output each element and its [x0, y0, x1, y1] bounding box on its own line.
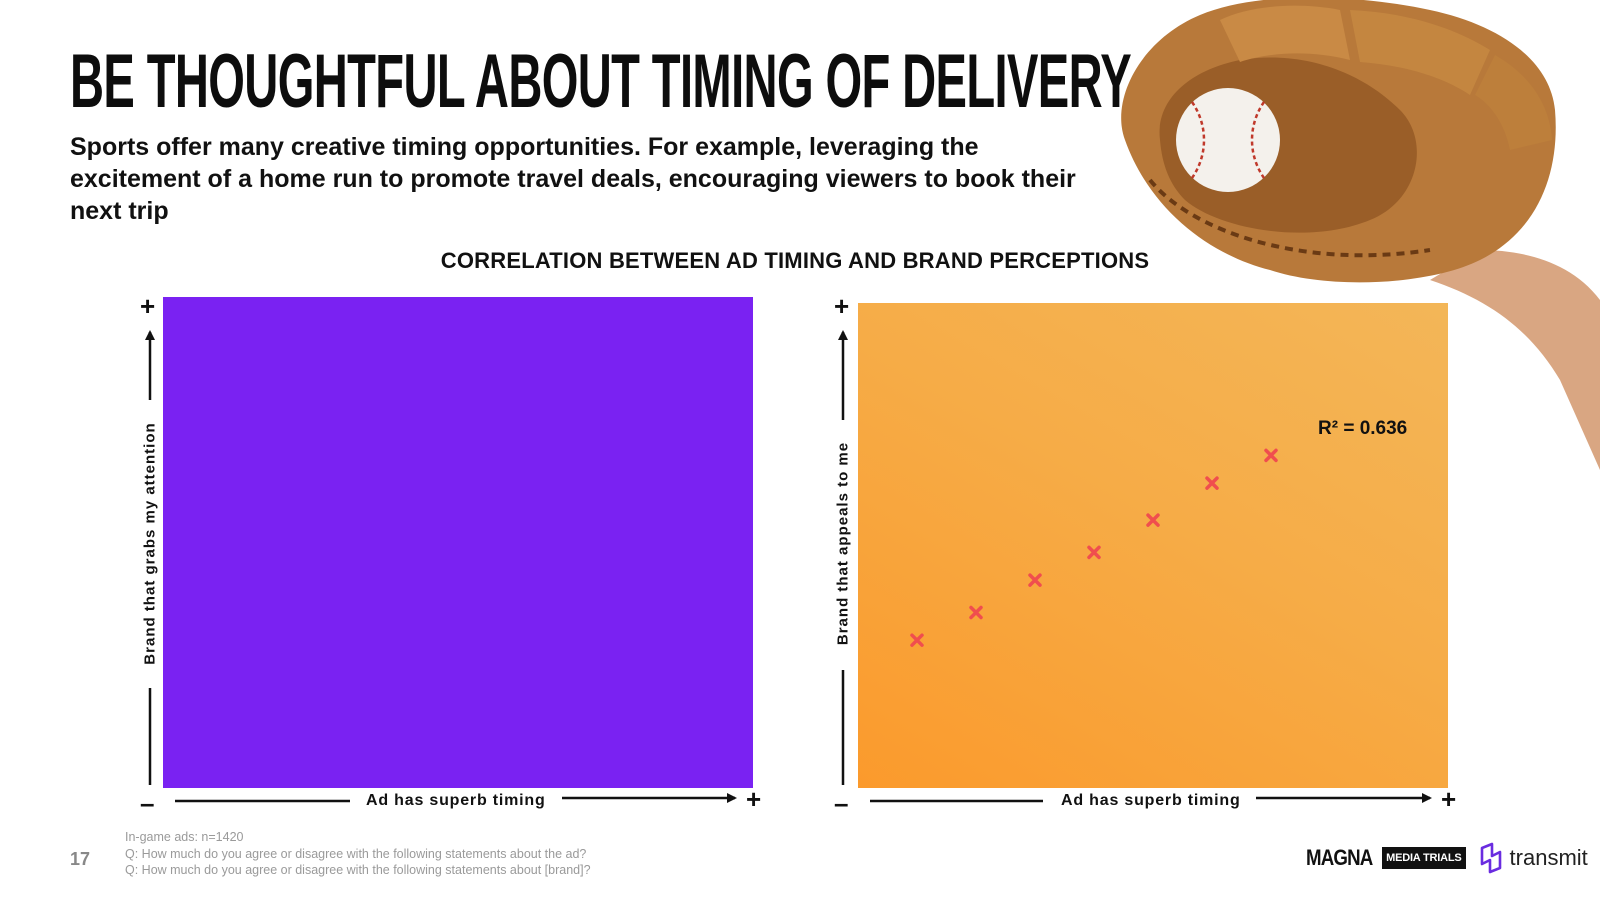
footnote-question-ad: Q: How much do you agree or disagree wit… [125, 846, 587, 861]
right-x-axis-label: Ad has superb timing [1061, 792, 1241, 809]
scatter-point [910, 633, 924, 647]
footnote-question-brand: Q: How much do you agree or disagree wit… [125, 863, 591, 877]
footnotes: In-game ads: n=1420 Q: How much do you a… [125, 829, 591, 879]
page-number: 17 [70, 849, 91, 869]
left-x-plus: + [746, 784, 762, 814]
chart-left-svg [163, 297, 753, 788]
footer-logos: MAGNA MEDIA TRIALS transmit [1306, 838, 1588, 878]
scatter-point [1146, 513, 1160, 527]
chart-right-svg [910, 448, 1278, 647]
slide-title: BE THOUGHTFUL ABOUT TIMING OF DELIVERY [70, 39, 1132, 124]
glove-finger-3 [1475, 55, 1552, 150]
baseball-glove-image [1121, 0, 1600, 470]
scatter-point [1028, 573, 1042, 587]
right-origin-minus: – [834, 788, 849, 818]
scatter-point [969, 605, 983, 620]
right-y-axis-label: Brand that appeals to me [834, 441, 852, 646]
chart-left-plot-area [163, 297, 753, 788]
scatter-point [1205, 476, 1219, 490]
left-x-axis-label: Ad has superb timing [366, 792, 546, 809]
scatter-point [1087, 545, 1101, 560]
chart-heading: CORRELATION BETWEEN AD TIMING AND BRAND … [440, 248, 1150, 273]
footnote-sample: In-game ads: n=1420 [125, 830, 244, 844]
glove-finger-1 [1220, 5, 1350, 62]
baseball-icon [1176, 88, 1280, 192]
left-y-plus: + [140, 291, 156, 321]
right-x-plus: + [1441, 784, 1457, 814]
left-origin-minus: – [140, 788, 155, 818]
baseball-seam-right [1250, 101, 1266, 179]
left-y-axis-label: Brand that grabs my attention [141, 422, 159, 665]
chart-right-plot-area [858, 303, 1448, 788]
r-squared-annotation: R² = 0.636 [1318, 418, 1408, 439]
transmit-logo: transmit [1509, 845, 1588, 870]
glove-finger-2 [1350, 10, 1490, 95]
magna-logo: MAGNA [1306, 845, 1373, 870]
slide-subtitle: Sports offer many creative timing opport… [70, 133, 1076, 225]
transmit-icon [1480, 842, 1501, 874]
baseball-seam-left [1190, 101, 1206, 179]
media-trials-logo: MEDIA TRIALS [1382, 847, 1466, 869]
arm-shape [1430, 250, 1600, 470]
scatter-point [1264, 448, 1278, 463]
right-y-plus: + [834, 291, 850, 321]
